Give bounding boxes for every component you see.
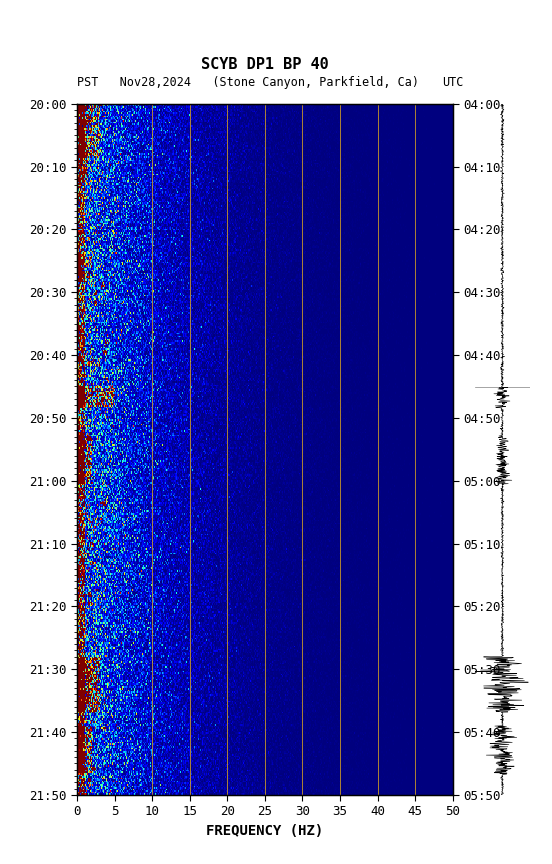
Text: SCYB DP1 BP 40: SCYB DP1 BP 40: [201, 57, 329, 73]
X-axis label: FREQUENCY (HZ): FREQUENCY (HZ): [206, 824, 323, 838]
Text: PST   Nov28,2024   (Stone Canyon, Parkfield, Ca): PST Nov28,2024 (Stone Canyon, Parkfield,…: [77, 75, 420, 89]
Text: UTC: UTC: [442, 75, 463, 89]
